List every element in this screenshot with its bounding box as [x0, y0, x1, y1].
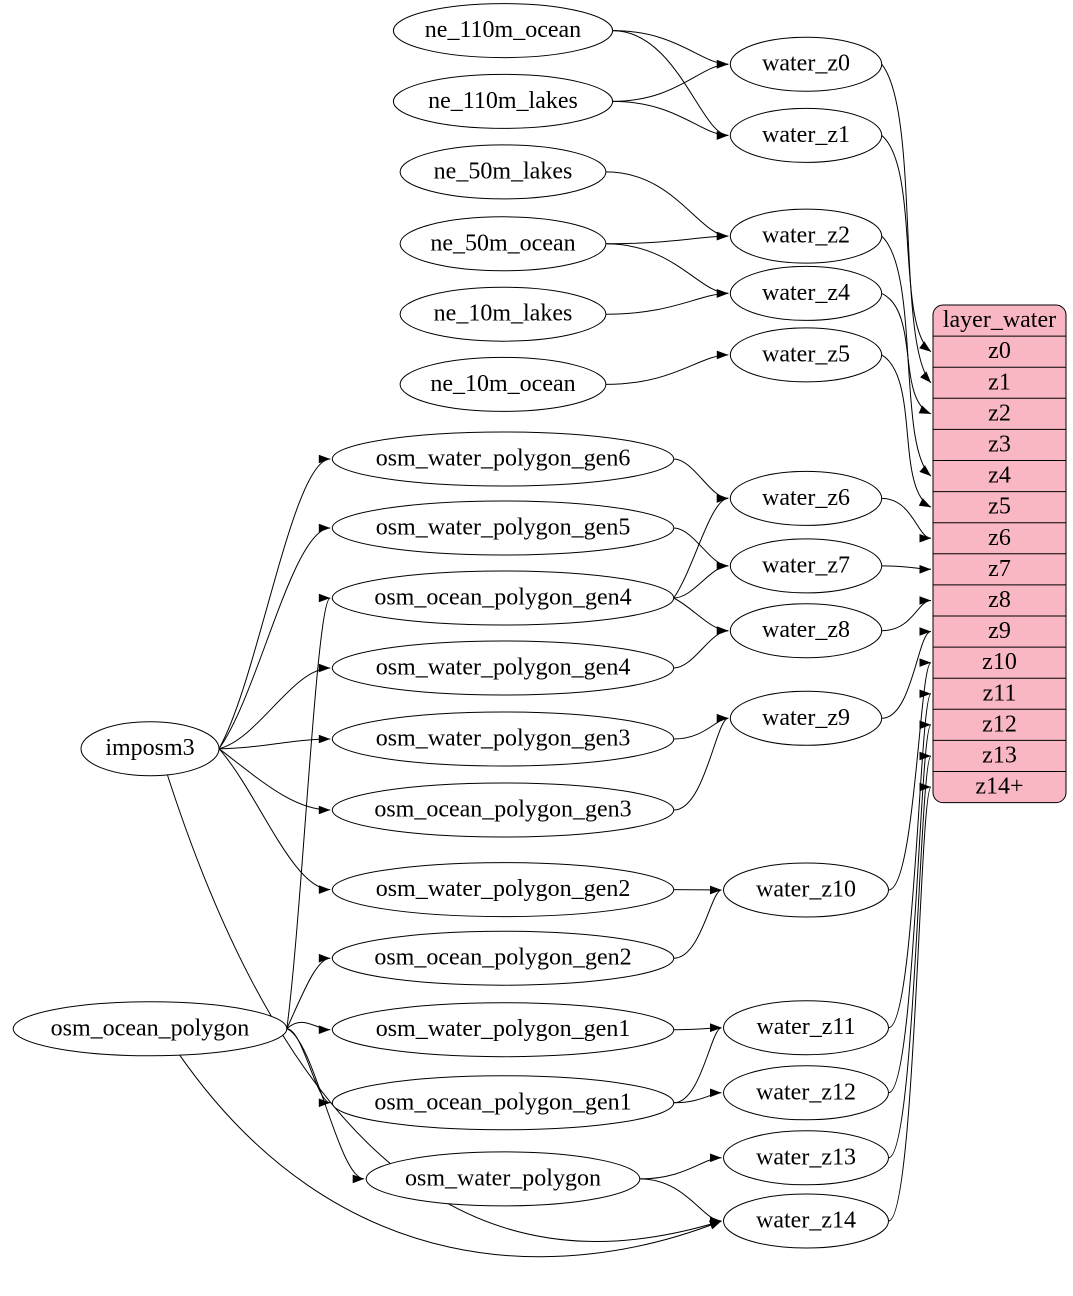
- svg-text:z5: z5: [988, 494, 1011, 520]
- svg-text:osm_ocean_polygon_gen1: osm_ocean_polygon_gen1: [374, 1089, 631, 1115]
- svg-text:water_z8: water_z8: [762, 617, 850, 643]
- svg-text:z1: z1: [988, 369, 1011, 395]
- svg-text:ne_10m_ocean: ne_10m_ocean: [430, 371, 575, 397]
- svg-text:water_z1: water_z1: [762, 122, 850, 148]
- svg-text:z6: z6: [988, 525, 1011, 551]
- svg-text:osm_water_polygon_gen1: osm_water_polygon_gen1: [376, 1016, 631, 1042]
- svg-text:water_z2: water_z2: [762, 223, 850, 249]
- svg-text:ne_110m_ocean: ne_110m_ocean: [425, 17, 581, 43]
- svg-text:z8: z8: [988, 587, 1011, 613]
- svg-text:osm_water_polygon_gen3: osm_water_polygon_gen3: [376, 726, 631, 752]
- svg-text:osm_ocean_polygon: osm_ocean_polygon: [51, 1015, 250, 1041]
- svg-text:osm_water_polygon: osm_water_polygon: [405, 1165, 601, 1191]
- svg-text:osm_ocean_polygon_gen3: osm_ocean_polygon_gen3: [374, 797, 631, 823]
- svg-text:imposm3: imposm3: [105, 735, 194, 761]
- svg-text:z12: z12: [982, 711, 1017, 737]
- svg-text:water_z13: water_z13: [756, 1144, 856, 1170]
- svg-text:osm_ocean_polygon_gen4: osm_ocean_polygon_gen4: [374, 585, 631, 611]
- svg-text:z11: z11: [983, 680, 1017, 706]
- svg-text:osm_water_polygon_gen2: osm_water_polygon_gen2: [376, 876, 631, 902]
- svg-text:water_z14: water_z14: [756, 1208, 856, 1234]
- svg-text:z4: z4: [988, 463, 1011, 489]
- svg-text:osm_water_polygon_gen6: osm_water_polygon_gen6: [376, 446, 631, 472]
- svg-text:ne_10m_lakes: ne_10m_lakes: [434, 301, 573, 327]
- svg-text:osm_water_polygon_gen4: osm_water_polygon_gen4: [376, 655, 631, 681]
- svg-text:water_z6: water_z6: [762, 485, 850, 511]
- svg-text:ne_50m_lakes: ne_50m_lakes: [434, 158, 573, 184]
- svg-text:z9: z9: [988, 618, 1011, 644]
- svg-text:z2: z2: [988, 400, 1011, 426]
- svg-text:z0: z0: [988, 338, 1011, 364]
- svg-text:osm_ocean_polygon_gen2: osm_ocean_polygon_gen2: [374, 945, 631, 971]
- svg-text:osm_water_polygon_gen5: osm_water_polygon_gen5: [376, 515, 631, 541]
- svg-text:water_z9: water_z9: [762, 705, 850, 731]
- svg-text:ne_110m_lakes: ne_110m_lakes: [428, 88, 578, 114]
- svg-text:water_z10: water_z10: [756, 877, 856, 903]
- svg-text:water_z11: water_z11: [756, 1014, 855, 1040]
- svg-text:ne_50m_ocean: ne_50m_ocean: [430, 230, 575, 256]
- svg-text:z10: z10: [982, 649, 1017, 675]
- svg-text:z7: z7: [988, 556, 1011, 582]
- svg-text:water_z12: water_z12: [756, 1079, 856, 1105]
- svg-text:water_z7: water_z7: [762, 552, 850, 578]
- svg-text:z14+: z14+: [975, 774, 1023, 800]
- svg-text:water_z0: water_z0: [762, 51, 850, 77]
- svg-text:water_z4: water_z4: [762, 280, 850, 306]
- svg-text:z3: z3: [988, 431, 1011, 457]
- svg-text:z13: z13: [982, 742, 1017, 768]
- svg-text:layer_water: layer_water: [943, 307, 1056, 333]
- svg-text:water_z5: water_z5: [762, 341, 850, 367]
